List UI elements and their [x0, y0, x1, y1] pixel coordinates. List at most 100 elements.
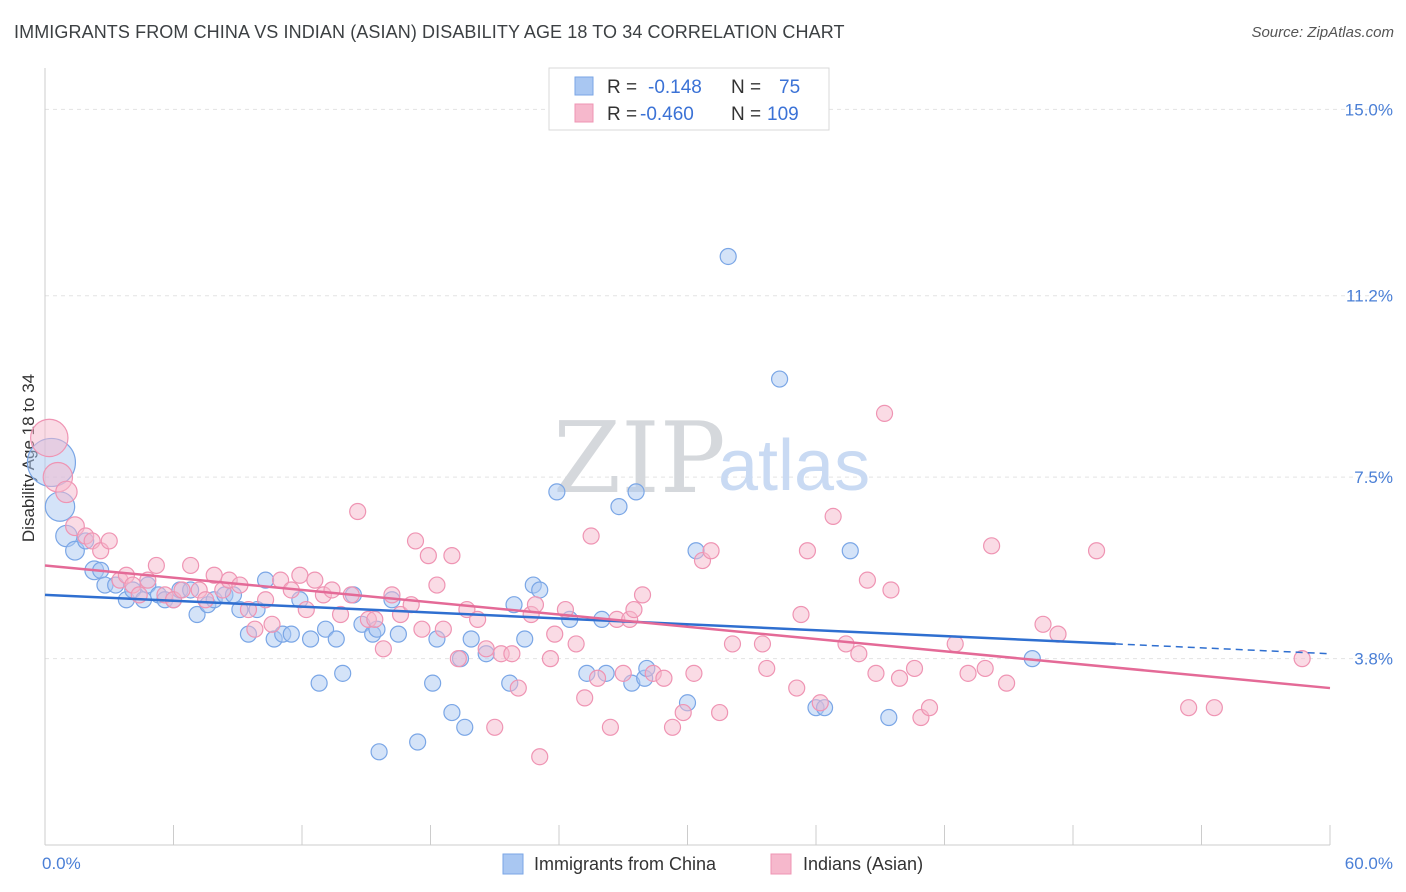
indian-point-0 [30, 418, 69, 458]
indian-point-98 [976, 659, 994, 678]
bottom-legend-label-china: Immigrants from China [534, 854, 717, 874]
indian-point-89 [850, 645, 868, 663]
china-point-55 [548, 483, 566, 501]
china-point-43 [409, 733, 427, 751]
indian-point-16 [173, 581, 191, 599]
gridlines [45, 108, 1390, 660]
indian-point-101 [1049, 625, 1067, 643]
indian-point-83 [758, 659, 776, 678]
indian-point-91 [867, 664, 885, 682]
indian-point-44 [406, 532, 425, 550]
indian-point-47 [428, 576, 446, 594]
indian-point-71 [625, 600, 643, 619]
legend-swatch-indian [574, 103, 594, 123]
watermark-atlas: atlas [718, 426, 870, 506]
y-tick-label-1: 7.5% [1354, 468, 1393, 487]
indian-point-63 [567, 635, 585, 653]
indian-point-96 [946, 635, 964, 653]
indian-point-7 [100, 532, 118, 550]
indian-point-46 [419, 547, 437, 565]
indian-point-13 [147, 556, 165, 575]
indian-point-34 [323, 581, 341, 599]
china-point-48 [456, 718, 474, 736]
indian-point-108 [531, 748, 549, 766]
indian-point-97 [959, 664, 977, 682]
china-point-60 [610, 497, 628, 516]
indian-point-30 [291, 566, 309, 584]
china-point-49 [462, 630, 480, 648]
indian-point-39 [366, 610, 384, 628]
china-point-72 [880, 708, 898, 727]
china-point-68 [770, 370, 789, 388]
indian-point-54 [486, 718, 504, 736]
series-china-points [26, 247, 1041, 761]
indian-point-50 [449, 650, 467, 668]
indian-point-37 [349, 502, 367, 521]
indian-point-76 [674, 703, 692, 722]
legend-n-label-china: N = [731, 77, 761, 98]
watermark: ZIP atlas [553, 402, 870, 516]
bottom-legend-label-indian: Indians (Asian) [803, 854, 923, 874]
indian-point-77 [685, 664, 703, 682]
x-tick-labels: 0.0% 60.0% [42, 854, 1393, 873]
indian-point-60 [541, 650, 560, 668]
legend-r-label-indian: R = [607, 104, 637, 125]
indian-point-64 [576, 689, 594, 707]
indian-point-93 [905, 659, 924, 678]
y-tick-label-2: 11.2% [1346, 287, 1393, 306]
bottom-legend-swatch-indian [770, 853, 792, 875]
indian-point-41 [383, 586, 401, 604]
indian-point-88 [837, 635, 855, 653]
indian-point-86 [811, 694, 829, 712]
y-tick-label-3: 15.0% [1345, 100, 1393, 119]
indian-point-61 [546, 625, 564, 643]
legend-n-value-indian: 109 [767, 104, 799, 125]
china-point-54 [531, 581, 549, 599]
legend-r-value-china: -0.148 [648, 77, 702, 98]
y-tick-label-0: 3.8% [1354, 650, 1393, 669]
legend-r-label-china: R = [607, 77, 637, 98]
trend-line-china-extension [1115, 643, 1331, 655]
indian-point-57 [509, 679, 527, 697]
indian-point-49 [443, 547, 461, 565]
x-tick-label-0: 0.0% [42, 854, 81, 873]
china-point-42 [389, 625, 407, 643]
indian-point-95 [920, 699, 939, 717]
y-tick-labels: 3.8% 7.5% 11.2% 15.0% [1345, 100, 1393, 668]
china-point-71 [841, 542, 859, 560]
indian-point-72 [633, 586, 652, 604]
indian-point-25 [246, 620, 264, 638]
indian-point-102 [1087, 542, 1106, 560]
china-point-46 [443, 703, 461, 722]
china-point-44 [424, 674, 442, 692]
china-point-31 [301, 630, 320, 648]
indian-point-104 [1205, 699, 1223, 717]
indian-point-40 [374, 640, 392, 658]
chart-title: IMMIGRANTS FROM CHINA VS INDIAN (ASIAN) … [14, 22, 845, 42]
trend-line-china [44, 593, 1116, 646]
indian-point-106 [882, 581, 900, 599]
indian-point-99 [998, 674, 1016, 692]
legend: R = -0.148 N = 75 R = -0.460 N = 109 [548, 67, 830, 131]
china-point-35 [334, 664, 352, 682]
indian-point-65 [582, 527, 600, 545]
source-label: Source: ZipAtlas.com [1251, 24, 1394, 41]
indian-point-53 [477, 640, 495, 658]
china-point-67 [719, 247, 737, 266]
china-point-33 [316, 620, 335, 638]
indian-point-92 [890, 669, 909, 687]
indian-point-110 [983, 537, 1001, 555]
indian-point-90 [858, 571, 877, 589]
indian-point-48 [434, 620, 452, 638]
indian-point-27 [263, 615, 281, 633]
legend-box [548, 67, 830, 131]
indian-point-75 [663, 718, 682, 736]
trend-line-indian [44, 564, 1331, 690]
series-indian-points [30, 404, 1311, 766]
china-point-18 [188, 605, 206, 624]
legend-n-value-china: 75 [779, 77, 800, 98]
china-point-62 [627, 483, 645, 501]
indian-point-69 [614, 664, 632, 682]
china-point-52 [516, 630, 534, 648]
